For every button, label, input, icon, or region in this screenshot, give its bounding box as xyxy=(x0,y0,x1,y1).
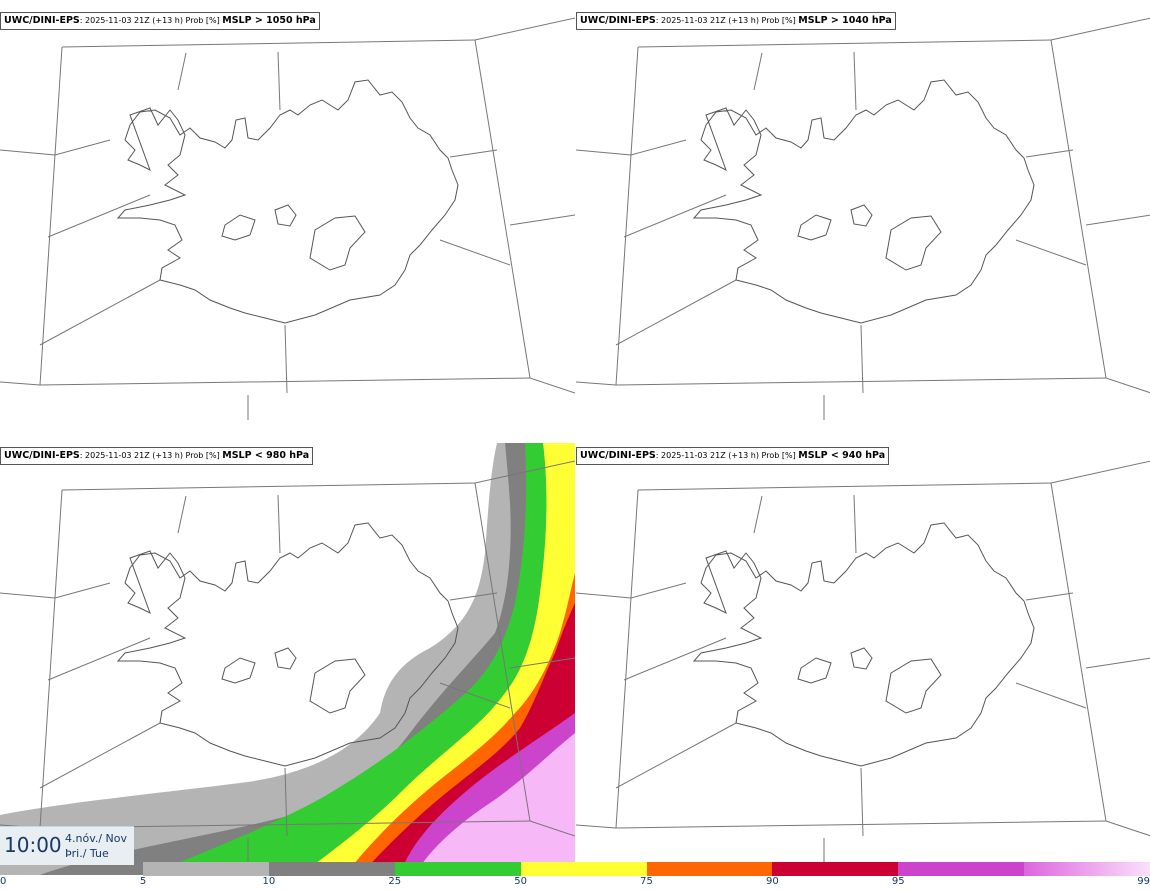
map-iceland xyxy=(576,17,1150,421)
colorbar-segment xyxy=(772,862,899,876)
date-line-1: 4.nóv./ Nov xyxy=(65,832,128,845)
panel-title: UWC/DINI-EPS: 2025-11-03 21Z (+13 h) Pro… xyxy=(576,12,896,30)
prob-band-99 xyxy=(415,733,575,875)
colorbar-tick-label: 25 xyxy=(388,876,402,887)
panel-title: UWC/DINI-EPS: 2025-11-03 21Z (+13 h) Pro… xyxy=(0,12,320,30)
colorbar-segment xyxy=(646,862,773,876)
colorbar-ticks: 0 5 10 25 50 75 90 95 99 xyxy=(0,876,1150,890)
valid-time-date: 4.nóv./ Nov Þri./ Tue xyxy=(65,831,127,861)
map-iceland-probability xyxy=(0,443,575,875)
colorbar-tick-label: 50 xyxy=(514,876,527,887)
map-iceland xyxy=(576,460,1150,864)
colorbar-segment xyxy=(520,862,647,876)
panel-title: UWC/DINI-EPS: 2025-11-03 21Z (+13 h) Pro… xyxy=(0,447,314,465)
valid-time-clock: 10:00 xyxy=(4,833,62,857)
map-panel-980: UWC/DINI-EPS: 2025-11-03 21Z (+13 h) Pro… xyxy=(0,443,575,875)
panel-title: UWC/DINI-EPS: 2025-11-03 21Z (+13 h) Pro… xyxy=(576,447,890,465)
colorbar-tick-label: 95 xyxy=(891,876,905,887)
map-panel-1040: UWC/DINI-EPS: 2025-11-03 21Z (+13 h) Pro… xyxy=(576,0,1150,432)
colorbar-segment xyxy=(394,862,521,876)
colorbar-tick-label: 99 xyxy=(1137,876,1150,887)
colorbar-tick-label: 0 xyxy=(0,876,7,887)
colorbar-segment xyxy=(143,862,269,876)
map-panel-1050: UWC/DINI-EPS: 2025-11-03 21Z (+13 h) Pro… xyxy=(0,0,575,432)
date-line-2: Þri./ Tue xyxy=(65,847,109,860)
colorbar-segment xyxy=(268,862,395,876)
map-panel-940: UWC/DINI-EPS: 2025-11-03 21Z (+13 h) Pro… xyxy=(576,443,1150,875)
colorbar-segment xyxy=(898,862,1025,876)
colorbar-tick-label: 10 xyxy=(262,876,276,887)
probability-colorbar xyxy=(143,862,1150,876)
colorbar-tick-label: 5 xyxy=(139,876,147,887)
colorbar-segment xyxy=(1024,862,1150,876)
map-iceland xyxy=(0,17,575,421)
colorbar-tick-label: 90 xyxy=(766,876,779,887)
valid-time-box: 10:00 4.nóv./ Nov Þri./ Tue xyxy=(0,826,134,865)
colorbar-tick-label: 75 xyxy=(640,876,653,887)
